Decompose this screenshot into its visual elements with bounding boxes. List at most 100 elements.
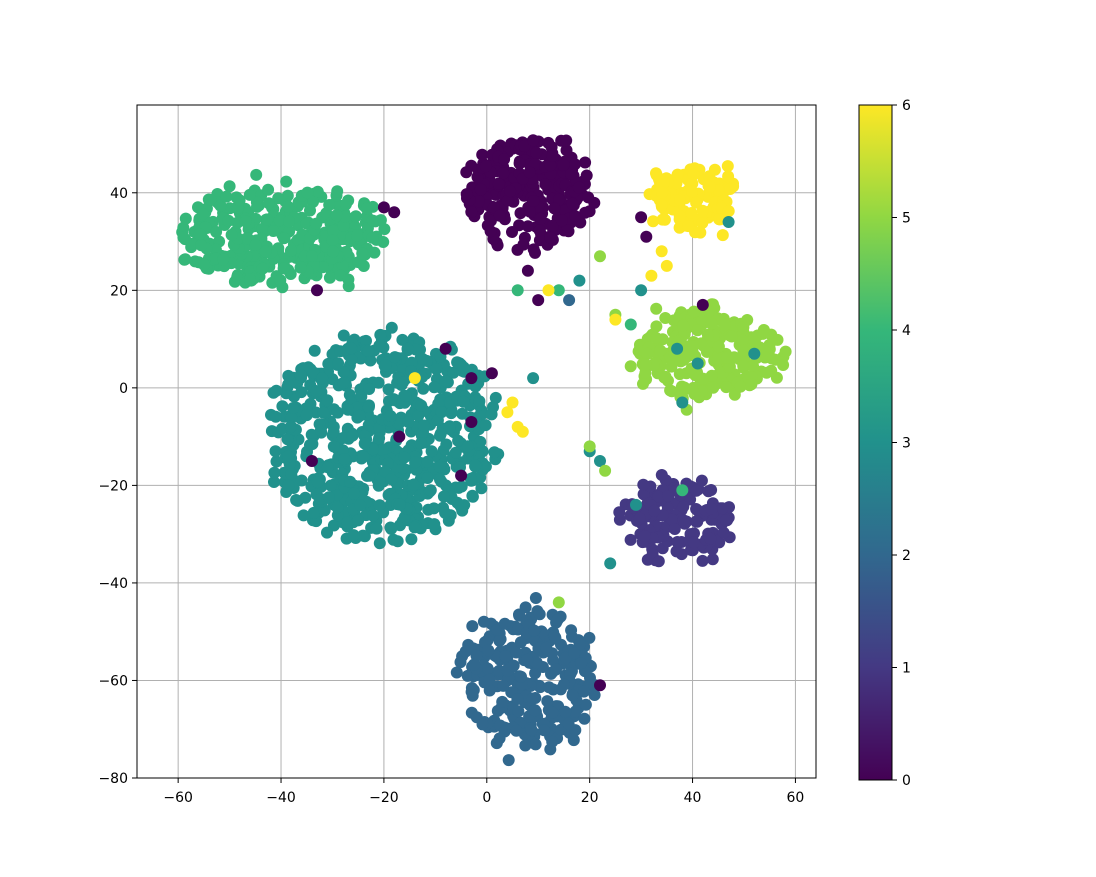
scatter-point-class-3	[456, 504, 469, 517]
scatter-point-class-5	[779, 345, 792, 358]
x-tick-label: −40	[266, 790, 296, 806]
scatter-point-class-4	[186, 237, 199, 250]
scatter-point-class-5	[737, 344, 750, 357]
scatter-point-class-3	[376, 444, 389, 456]
scatter-point-class-0	[539, 178, 552, 191]
scatter-point-class-0	[565, 167, 577, 180]
colorbar-tick-label: 3	[902, 436, 911, 452]
scatter-point-class-3	[341, 516, 354, 529]
scatter-point-class-4	[327, 245, 340, 258]
scatter-point-class-2	[566, 689, 579, 702]
scatter-point-class-0	[546, 150, 559, 162]
colorbar-tick-label: 1	[902, 661, 911, 677]
scatter-point-class-3	[373, 339, 386, 352]
scatter-point-class-2	[543, 681, 555, 694]
scatter-point-class-0	[513, 157, 526, 170]
scatter-point-class-4	[249, 239, 262, 251]
colorbar-tick-label: 0	[902, 773, 911, 789]
scatter-point-class-1	[720, 514, 732, 527]
scatter-point-class-2	[502, 754, 515, 767]
x-axis: −60 −40 −20 0 20 40 60	[163, 778, 804, 806]
scatter-point-class-3	[445, 407, 458, 420]
scatter-point-class-4	[262, 183, 275, 196]
scatter-point-class-3	[594, 455, 606, 467]
scatter-point-class-3	[398, 451, 411, 464]
scatter-point-class-2	[538, 724, 551, 737]
scatter-point-class-5	[707, 381, 720, 394]
scatter-point-class-0	[305, 455, 318, 467]
scatter-point-class-3	[449, 446, 462, 459]
scatter-point-class-4	[366, 214, 379, 227]
scatter-point-class-0	[560, 144, 573, 157]
scatter-point-class-2	[567, 734, 580, 747]
scatter-point-class-4	[222, 214, 235, 227]
scatter-point-class-2	[481, 662, 494, 675]
scatter-point-class-5	[720, 381, 733, 394]
scatter-point-class-2	[494, 633, 507, 646]
scatter-point-class-6	[666, 203, 679, 216]
scatter-point-class-3	[305, 428, 318, 441]
scatter-point-class-2	[575, 657, 588, 670]
scatter-point-class-4	[378, 223, 391, 236]
scatter-point-class-3	[630, 498, 642, 511]
scatter-point-class-4	[281, 189, 294, 202]
scatter-point-class-2	[510, 646, 523, 659]
scatter-point-class-1	[652, 555, 665, 568]
scatter-point-class-0	[485, 367, 498, 380]
scatter-point-class-5	[749, 336, 761, 349]
scatter-point-class-4	[204, 193, 217, 206]
scatter-point-class-4	[267, 225, 280, 237]
scatter-point-class-5	[725, 330, 738, 343]
scatter-point-class-0	[439, 342, 452, 355]
scatter-point-class-6	[506, 396, 519, 409]
scatter-point-class-3	[475, 482, 488, 495]
scatter-point-class-5	[688, 387, 701, 400]
scatter-point-class-3	[399, 390, 412, 402]
scatter-point-class-0	[594, 679, 606, 692]
scatter-point-class-3	[373, 432, 386, 445]
scatter-point-class-2	[490, 650, 503, 663]
scatter-point-class-3	[415, 399, 428, 412]
scatter-point-class-5	[639, 358, 652, 371]
scatter-point-class-3	[392, 417, 405, 430]
scatter-point-class-0	[560, 134, 573, 147]
scatter-point-class-3	[635, 284, 648, 297]
scatter-point-class-3	[282, 369, 295, 382]
colorbar-tick-label: 4	[902, 323, 911, 339]
scatter-point-class-1	[716, 502, 729, 515]
scatter-point-class-3	[437, 490, 450, 503]
scatter-point-class-4	[243, 188, 256, 201]
scatter-point-class-3	[269, 410, 282, 423]
scatter-point-class-4	[179, 212, 192, 225]
scatter-point-class-4	[177, 231, 190, 244]
scatter-point-class-0	[553, 193, 566, 206]
scatter-point-class-4	[511, 284, 524, 297]
scatter-point-class-2	[562, 717, 575, 730]
scatter-point-class-2	[512, 705, 525, 718]
scatter-point-class-1	[717, 526, 730, 539]
y-tick-label: 40	[110, 186, 128, 202]
scatter-point-class-0	[484, 214, 497, 227]
scatter-point-class-6	[690, 196, 703, 209]
y-axis: −80 −60 −40 −20 0 20 40	[98, 186, 137, 787]
scatter-point-class-3	[285, 412, 298, 424]
scatter-point-class-3	[306, 438, 319, 450]
scatter-point-class-3	[457, 361, 470, 374]
scatter-point-class-3	[488, 446, 501, 459]
scatter-point-class-4	[357, 260, 370, 272]
scatter-point-class-0	[545, 141, 558, 154]
scatter-point-class-5	[594, 250, 606, 263]
scatter-point-class-6	[658, 213, 671, 226]
y-tick-label: −20	[98, 478, 128, 494]
scatter-point-class-3	[297, 509, 310, 522]
scatter-point-class-0	[393, 430, 406, 443]
scatter-point-class-3	[440, 438, 453, 451]
scatter-point-class-3	[409, 456, 422, 469]
scatter-point-class-4	[225, 228, 238, 241]
scatter-point-class-3	[364, 354, 377, 367]
scatter-point-class-0	[492, 178, 505, 190]
scatter-point-class-4	[273, 214, 286, 227]
scatter-point-class-2	[483, 673, 496, 686]
scatter-point-class-0	[465, 416, 478, 428]
scatter-point-class-5	[737, 321, 750, 334]
